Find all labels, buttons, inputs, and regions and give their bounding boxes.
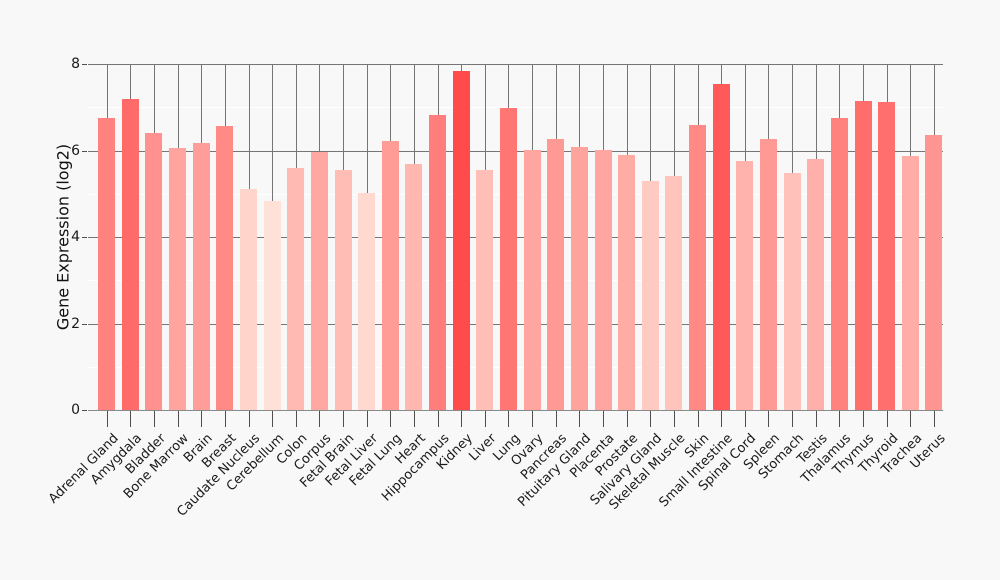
bar-cerebellum[interactable]: [263, 200, 281, 410]
y-tick: [82, 410, 87, 411]
x-tick: [461, 411, 463, 427]
bar-hippocampus[interactable]: [429, 115, 447, 410]
x-tick: [933, 411, 935, 427]
y-tick-label: 8: [71, 56, 80, 72]
bar-pancreas[interactable]: [547, 138, 565, 410]
bar-skeletal-muscle[interactable]: [665, 176, 683, 410]
bar-breast[interactable]: [216, 125, 234, 410]
x-tick: [673, 411, 675, 427]
x-tick: [532, 411, 534, 427]
x-tick: [744, 411, 746, 427]
y-tick: [82, 64, 87, 65]
x-tick: [201, 411, 203, 427]
y-tick-label: 0: [71, 402, 80, 418]
bar-kidney[interactable]: [452, 71, 470, 410]
x-tick: [319, 411, 321, 427]
bar-stomach[interactable]: [783, 173, 801, 410]
x-tick: [106, 411, 108, 427]
x-tick: [437, 411, 439, 427]
bar-corpus[interactable]: [310, 151, 328, 410]
y-tick-label: 4: [71, 229, 80, 245]
bar-caudate-nucleus[interactable]: [240, 189, 257, 410]
x-tick: [295, 411, 297, 427]
bar-salivary-gland[interactable]: [641, 181, 659, 410]
bar-placenta[interactable]: [594, 149, 612, 410]
bar-thymus[interactable]: [854, 101, 872, 410]
x-tick: [130, 411, 132, 427]
bar-pituitary-gland[interactable]: [570, 147, 588, 410]
bar-fetal-brain[interactable]: [334, 169, 352, 410]
x-tick: [248, 411, 250, 427]
x-tick: [366, 411, 368, 427]
x-tick: [863, 411, 865, 427]
bar-prostate[interactable]: [618, 154, 636, 410]
bar-fetal-lung[interactable]: [381, 140, 399, 410]
y-tick: [82, 150, 87, 152]
bar-heart[interactable]: [405, 164, 423, 410]
x-tick: [224, 411, 226, 427]
bar-uterus[interactable]: [925, 135, 943, 410]
bar-testis[interactable]: [807, 158, 825, 410]
x-tick: [697, 411, 699, 427]
bar-ovary[interactable]: [523, 149, 541, 410]
bar-bone-marrow[interactable]: [169, 148, 187, 410]
x-tick: [886, 411, 888, 427]
bar-amygdala[interactable]: [121, 99, 139, 410]
bar-spinal-cord[interactable]: [736, 161, 754, 410]
bar-bladder[interactable]: [145, 132, 163, 410]
minor-gridline: [88, 107, 943, 109]
x-tick: [650, 411, 652, 427]
bar-thalamus[interactable]: [830, 118, 848, 410]
y-tick: [82, 237, 87, 238]
bar-fetal-liver[interactable]: [358, 193, 376, 410]
x-tick: [272, 411, 274, 427]
x-tick: [815, 411, 817, 427]
x-tick: [839, 411, 841, 427]
x-tick: [484, 411, 486, 427]
bar-colon[interactable]: [287, 167, 305, 410]
x-tick: [413, 411, 415, 427]
x-axis-line: [88, 410, 943, 411]
y-tick-label: 6: [71, 142, 80, 159]
x-tick: [508, 411, 510, 427]
y-tick-label: 2: [71, 315, 80, 332]
x-tick: [792, 411, 794, 427]
x-tick: [390, 411, 392, 427]
bar-adrenal-gland[interactable]: [98, 118, 116, 410]
x-tick: [768, 411, 770, 427]
x-tick: [910, 411, 912, 427]
x-tick: [626, 411, 628, 427]
x-tick: [721, 411, 723, 427]
x-tick: [603, 411, 605, 427]
x-tick: [579, 411, 581, 427]
bar-spleen[interactable]: [759, 138, 777, 410]
y-tick: [82, 323, 87, 325]
x-tick: [153, 411, 155, 427]
major-gridline: [88, 64, 943, 65]
bar-trachea[interactable]: [901, 155, 919, 410]
x-tick: [177, 411, 179, 427]
x-tick: [343, 411, 345, 427]
bar-small-intestine[interactable]: [712, 84, 730, 410]
bar-skin[interactable]: [689, 124, 707, 410]
bar-lung[interactable]: [499, 108, 517, 410]
bar-brain[interactable]: [192, 143, 210, 410]
bar-liver[interactable]: [476, 170, 494, 410]
x-tick: [555, 411, 557, 427]
bar-thyroid[interactable]: [878, 102, 896, 410]
